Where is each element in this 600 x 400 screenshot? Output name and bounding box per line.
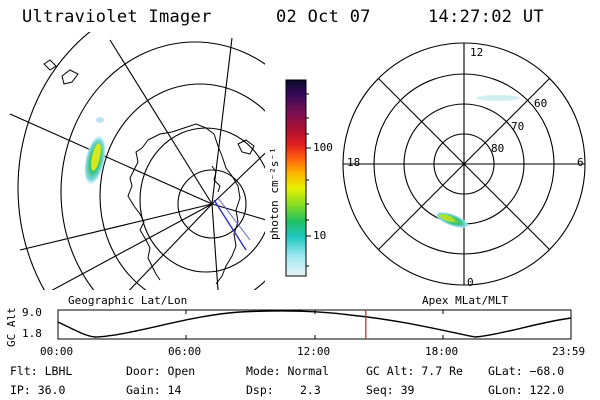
time-tick-0600: 06:00 xyxy=(168,345,202,358)
right-aurora-emission xyxy=(434,95,520,229)
polar-grid xyxy=(342,42,586,286)
ip-value: IP: 36.0 xyxy=(10,383,66,397)
geographic-map xyxy=(9,32,265,290)
coastline xyxy=(211,165,221,193)
coastline xyxy=(237,139,255,155)
mlat-label-80: 80 xyxy=(491,142,505,155)
flt-filter: Flt: LBHL xyxy=(10,364,73,378)
mlt-label-18: 18 xyxy=(347,156,361,169)
lat-circle xyxy=(17,32,91,290)
sequence-number: Seq: 39 xyxy=(366,383,415,397)
gc-alt-axis-label: GC Alt xyxy=(5,307,18,347)
colorbar-unit-label: photon cm⁻²s⁻¹ xyxy=(268,147,281,240)
gc-alt-curve xyxy=(57,310,572,338)
time-tick-2359: 23:59 xyxy=(552,345,586,358)
track-line xyxy=(217,197,251,241)
gc-altitude: GC Alt: 7.7 Re xyxy=(366,364,463,378)
right-panel-label: Apex MLat/MLT xyxy=(422,294,509,307)
door-status: Door: Open xyxy=(126,364,196,378)
image-time: 14:27:02 UT xyxy=(428,7,544,27)
lon-line xyxy=(9,113,213,205)
coastline xyxy=(127,123,241,285)
lat-circle xyxy=(60,41,265,290)
gc-alt-tick-top: 9.0 xyxy=(22,306,42,319)
time-tick-1800: 18:00 xyxy=(425,345,459,358)
lon-line xyxy=(211,152,265,205)
geo-latitude: GLat: −68.0 xyxy=(488,364,565,378)
coastline xyxy=(43,59,57,71)
lon-line xyxy=(211,203,265,221)
colorbar-tick-10: 10 xyxy=(313,229,327,242)
geo-longitude: GLon: 122.0 xyxy=(488,383,565,397)
left-panel-label: Geographic Lat/Lon xyxy=(68,294,188,307)
lon-line xyxy=(211,203,219,290)
mlat-label-70: 70 xyxy=(511,120,525,133)
mlt-label-0: 0 xyxy=(467,276,474,289)
instrument-title: Ultraviolet Imager xyxy=(22,7,212,27)
colorbar xyxy=(285,79,307,277)
colorbar-ticks xyxy=(306,93,311,267)
x-axis-ticks xyxy=(185,310,444,339)
lon-line xyxy=(128,203,213,290)
lon-line xyxy=(19,203,213,251)
lat-circle xyxy=(177,169,247,239)
dsp-label: Dsp: xyxy=(246,383,274,397)
lat-circle xyxy=(99,83,265,290)
mode-status: Mode: Normal xyxy=(246,364,330,378)
meridian-line xyxy=(378,78,550,250)
left-aurora-emission xyxy=(83,117,107,186)
gc-alt-tick-bottom: 1.8 xyxy=(22,327,42,340)
mlt-label-12: 12 xyxy=(470,46,484,59)
lon-line xyxy=(109,39,213,205)
lon-line xyxy=(211,37,233,205)
gain-value: Gain: 14 xyxy=(126,383,182,397)
image-date: 02 Oct 07 xyxy=(276,7,371,27)
mlt-label-6: 6 xyxy=(577,156,584,169)
time-tick-1200: 12:00 xyxy=(297,345,331,358)
colorbar-tick-100: 100 xyxy=(313,141,333,154)
coastline xyxy=(61,69,79,85)
gc-alt-plot xyxy=(57,309,572,340)
track-line xyxy=(213,199,247,251)
lon-line xyxy=(51,203,213,290)
dsp-value: 2.3 xyxy=(300,383,321,397)
mlat-label-60: 60 xyxy=(534,97,548,110)
time-tick-0000: 00:00 xyxy=(40,345,74,358)
